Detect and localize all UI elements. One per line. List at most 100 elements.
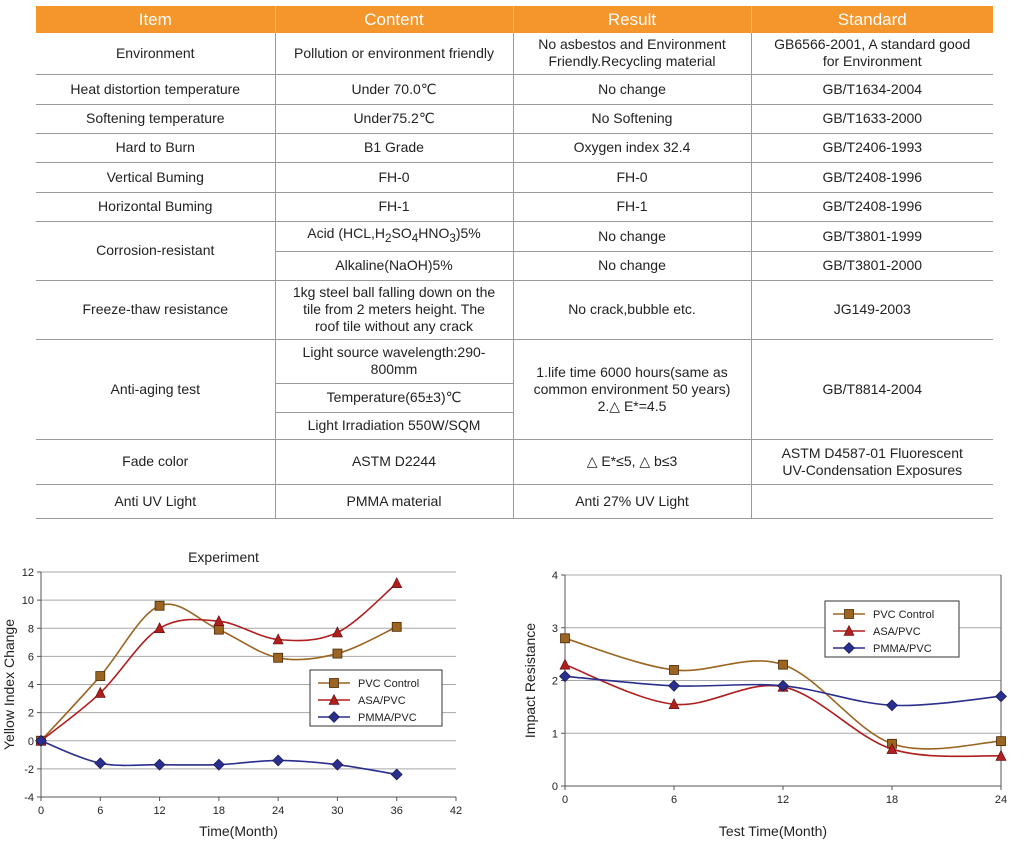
- row-standard: GB/T2406-1993: [750, 133, 993, 163]
- x-tick-label: 18: [213, 805, 225, 817]
- table-row: Freeze-thaw resistance 1kg steel ball fa…: [36, 280, 993, 340]
- x-tick-label: 12: [153, 805, 165, 817]
- data-point: [94, 757, 107, 770]
- x-axis-label: Time(Month): [199, 823, 278, 839]
- y-tick-label: 1: [552, 728, 558, 740]
- row-content: Pollution or environment friendly: [274, 33, 513, 75]
- row-item: Environment: [36, 33, 275, 75]
- row-result: Oxygen index 32.4: [512, 133, 751, 163]
- data-point: [668, 698, 680, 710]
- data-point: [331, 626, 343, 638]
- content-line: roof tile without any crack: [315, 318, 473, 334]
- data-point: [272, 754, 285, 767]
- data-point: [272, 633, 284, 645]
- result-line: 2.△ E*=4.5: [597, 397, 667, 414]
- legend-label: PMMA/PVC: [873, 643, 932, 655]
- y-tick-label: 0: [552, 781, 558, 793]
- y-axis-label: Impact Resistance: [522, 623, 538, 738]
- content-line: tile from 2 meters height. The: [303, 301, 485, 317]
- row-result: △ E*≤5, △ b≤3: [512, 439, 751, 485]
- standard-line: UV-Condensation Exposures: [782, 461, 963, 478]
- standard-line: ASTM D4587-01 Fluorescent: [781, 444, 963, 461]
- legend-label: ASA/PVC: [873, 626, 921, 638]
- acid-text: )5%: [455, 225, 481, 242]
- row-standard: ASTM D4587-01 Fluorescent UV-Condensation…: [750, 439, 993, 485]
- row-content: Light source wavelength:290- 800mm: [274, 339, 513, 384]
- row-result: 1.life time 6000 hours(same as common env…: [512, 339, 751, 440]
- legend-label: PVC Control: [873, 609, 934, 621]
- data-point: [668, 679, 680, 692]
- legend-label: PVC Control: [358, 678, 419, 690]
- x-tick-label: 0: [38, 805, 44, 817]
- table-row: Horizontal Buming FH-1 FH-1 GB/T2408-199…: [36, 192, 993, 222]
- content-line: 1kg steel ball falling down on the: [292, 284, 496, 300]
- result-line: Friendly.Recycling material: [548, 53, 716, 70]
- legend-label: ASA/PVC: [358, 695, 406, 707]
- header-standard: Standard: [750, 6, 993, 33]
- row-content: ASTM D2244: [274, 439, 513, 485]
- data-point: [995, 749, 1007, 761]
- chart-title: Experiment: [188, 549, 259, 565]
- content-line: Light source wavelength:290-: [302, 344, 486, 360]
- table-header-row: Item Content Result Standard: [36, 6, 993, 33]
- y-tick-label: -2: [24, 764, 34, 776]
- result-line: No asbestos and Environment: [538, 36, 726, 53]
- data-point: [331, 758, 344, 771]
- row-content: 1kg steel ball falling down on the tile f…: [274, 280, 513, 340]
- data-point: [996, 736, 1006, 747]
- data-point: [778, 659, 788, 670]
- row-item: Heat distortion temperature: [36, 74, 275, 105]
- acid-text: Acid (HCL,H: [307, 225, 386, 242]
- data-point: [332, 648, 343, 659]
- header-content: Content: [274, 6, 513, 33]
- legend-marker: [843, 642, 855, 654]
- row-content: FH-1: [274, 192, 513, 222]
- data-point: [886, 699, 898, 712]
- row-standard: GB/T1633-2000: [750, 104, 993, 134]
- row-standard: JG149-2003: [750, 280, 993, 340]
- table-row: Hard to Burn B1 Grade Oxygen index 32.4 …: [36, 133, 993, 163]
- spec-table: Item Content Result Standard Environment…: [36, 6, 993, 519]
- data-point: [886, 742, 898, 754]
- row-result: No crack,bubble etc.: [512, 280, 751, 340]
- header-result: Result: [512, 6, 751, 33]
- y-axis-label: Yellow Index Change: [1, 619, 17, 750]
- y-tick-label: 6: [28, 651, 34, 663]
- legend-label: PMMA/PVC: [358, 712, 417, 724]
- data-point: [212, 758, 225, 771]
- table-row: Softening temperature Under75.2℃ No Soft…: [36, 104, 993, 134]
- table-row: Anti UV Light PMMA material Anti 27% UV …: [36, 484, 993, 519]
- row-item: Hard to Burn: [36, 133, 275, 163]
- legend-marker: [843, 624, 855, 636]
- row-result: No asbestos and Environment Friendly.Recy…: [512, 33, 751, 75]
- subscript: 3: [449, 231, 456, 245]
- row-content: Under 70.0℃: [274, 74, 513, 105]
- y-tick-label: 3: [552, 623, 558, 635]
- x-tick-label: 42: [450, 805, 462, 817]
- row-result: FH-0: [512, 162, 751, 193]
- data-point: [560, 633, 570, 644]
- row-result: No change: [512, 74, 751, 105]
- data-point: [391, 621, 402, 632]
- y-tick-label: 2: [28, 708, 34, 720]
- x-axis-label: Test Time(Month): [719, 823, 827, 839]
- table-row: Environment Pollution or environment fri…: [36, 33, 993, 75]
- y-tick-label: 4: [552, 570, 558, 582]
- series-line-1: [564, 663, 1002, 758]
- x-tick-label: 24: [995, 794, 1007, 806]
- data-point: [94, 686, 106, 698]
- row-item: Horizontal Buming: [36, 192, 275, 222]
- data-point: [154, 622, 166, 634]
- row-item: Anti UV Light: [36, 484, 275, 519]
- row-standard: GB/T3801-1999: [750, 221, 993, 252]
- data-point: [153, 758, 166, 771]
- row-content: Alkaline(NaOH)5%: [274, 251, 513, 281]
- y-tick-label: 8: [28, 623, 34, 635]
- row-item: Softening temperature: [36, 104, 275, 134]
- data-point: [213, 615, 225, 627]
- row-content: Under75.2℃: [274, 104, 513, 134]
- data-point: [559, 658, 571, 670]
- table-row: Fade color ASTM D2244 △ E*≤5, △ b≤3 ASTM…: [36, 439, 993, 485]
